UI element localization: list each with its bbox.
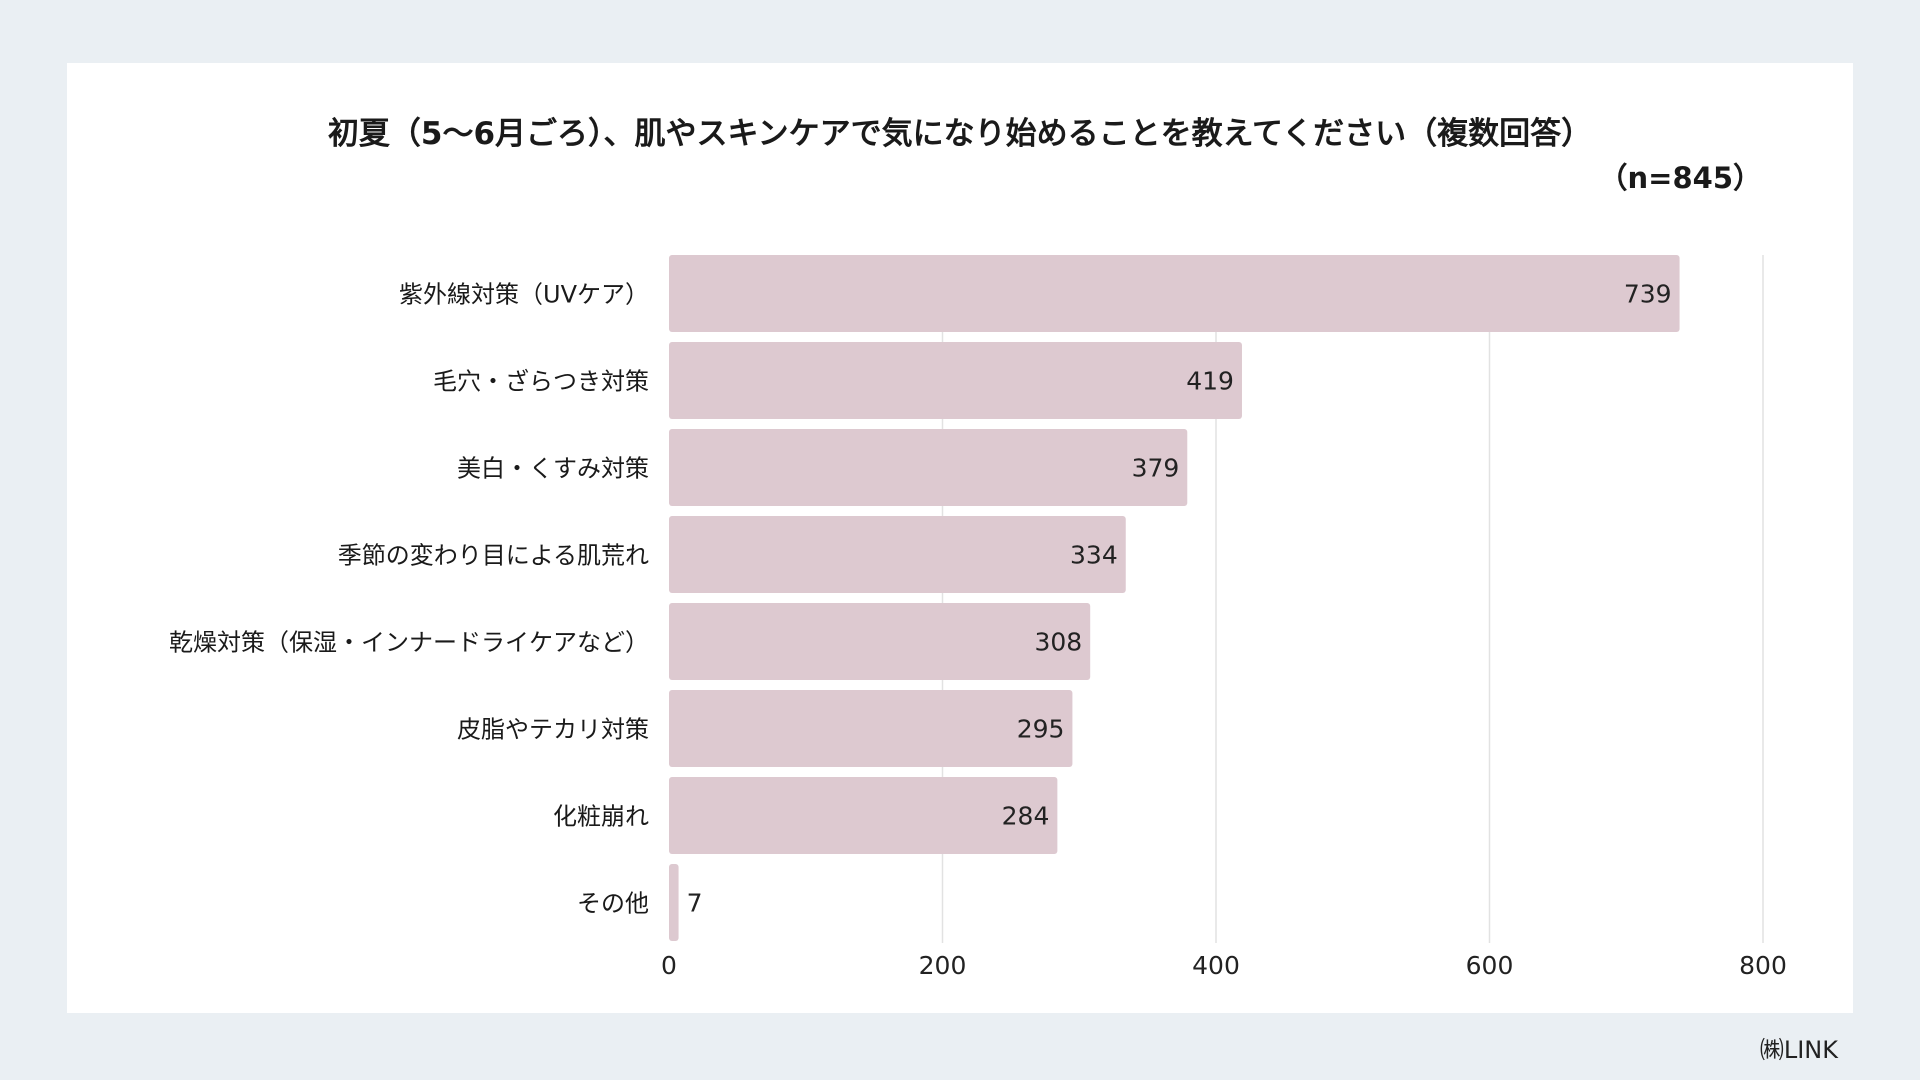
bar-1 <box>669 255 1680 332</box>
category-label: その他 <box>577 890 649 918</box>
x-tick-label: 400 <box>1192 951 1240 980</box>
bars <box>669 255 1680 941</box>
value-label: 739 <box>1624 280 1672 309</box>
value-label: 334 <box>1070 541 1118 570</box>
chart-title: 初夏（5〜6月ごろ）、肌やスキンケアで気になり始めることを教えてください（複数回… <box>327 116 1593 152</box>
category-label: 化粧崩れ <box>553 803 649 831</box>
x-tick-label: 600 <box>1466 951 1514 980</box>
bar-5 <box>669 603 1091 680</box>
value-label: 7 <box>687 889 703 918</box>
bar-7 <box>669 777 1058 854</box>
value-label: 308 <box>1034 628 1082 657</box>
chart-card: 初夏（5〜6月ごろ）、肌やスキンケアで気になり始めることを教えてください（複数回… <box>67 63 1853 1013</box>
bar-2 <box>669 342 1242 419</box>
bar-3 <box>669 429 1188 506</box>
value-label: 379 <box>1132 454 1180 483</box>
category-label: 美白・くすみ対策 <box>457 455 649 483</box>
bar-4 <box>669 516 1126 593</box>
labels: 0 200 400 600 800 紫外線対策（UVケア） 739 毛穴・ざらつき対策 419 美… <box>169 280 1787 981</box>
value-label: 284 <box>1002 802 1050 831</box>
value-label: 295 <box>1017 715 1065 744</box>
category-label: 乾燥対策（保湿・インナードライケアなど） <box>169 629 649 657</box>
bar-8 <box>669 864 679 941</box>
value-label: 419 <box>1186 367 1234 396</box>
source-credit: ㈱LINK <box>1759 1036 1838 1064</box>
x-tick-label: 800 <box>1739 951 1787 980</box>
x-tick-label: 200 <box>919 951 967 980</box>
category-label: 季節の変わり目による肌荒れ <box>338 542 649 570</box>
category-label: 毛穴・ざらつき対策 <box>433 368 649 396</box>
x-tick-label: 0 <box>661 951 677 980</box>
chart-subtitle: （n=845） <box>1598 161 1762 195</box>
bar-chart: 0 200 400 600 800 紫外線対策（UVケア） 739 毛穴・ざらつき対策 419 美… <box>169 255 1787 981</box>
category-label: 皮脂やテカリ対策 <box>457 716 649 744</box>
category-label: 紫外線対策（UVケア） <box>399 281 649 309</box>
bar-6 <box>669 690 1073 767</box>
